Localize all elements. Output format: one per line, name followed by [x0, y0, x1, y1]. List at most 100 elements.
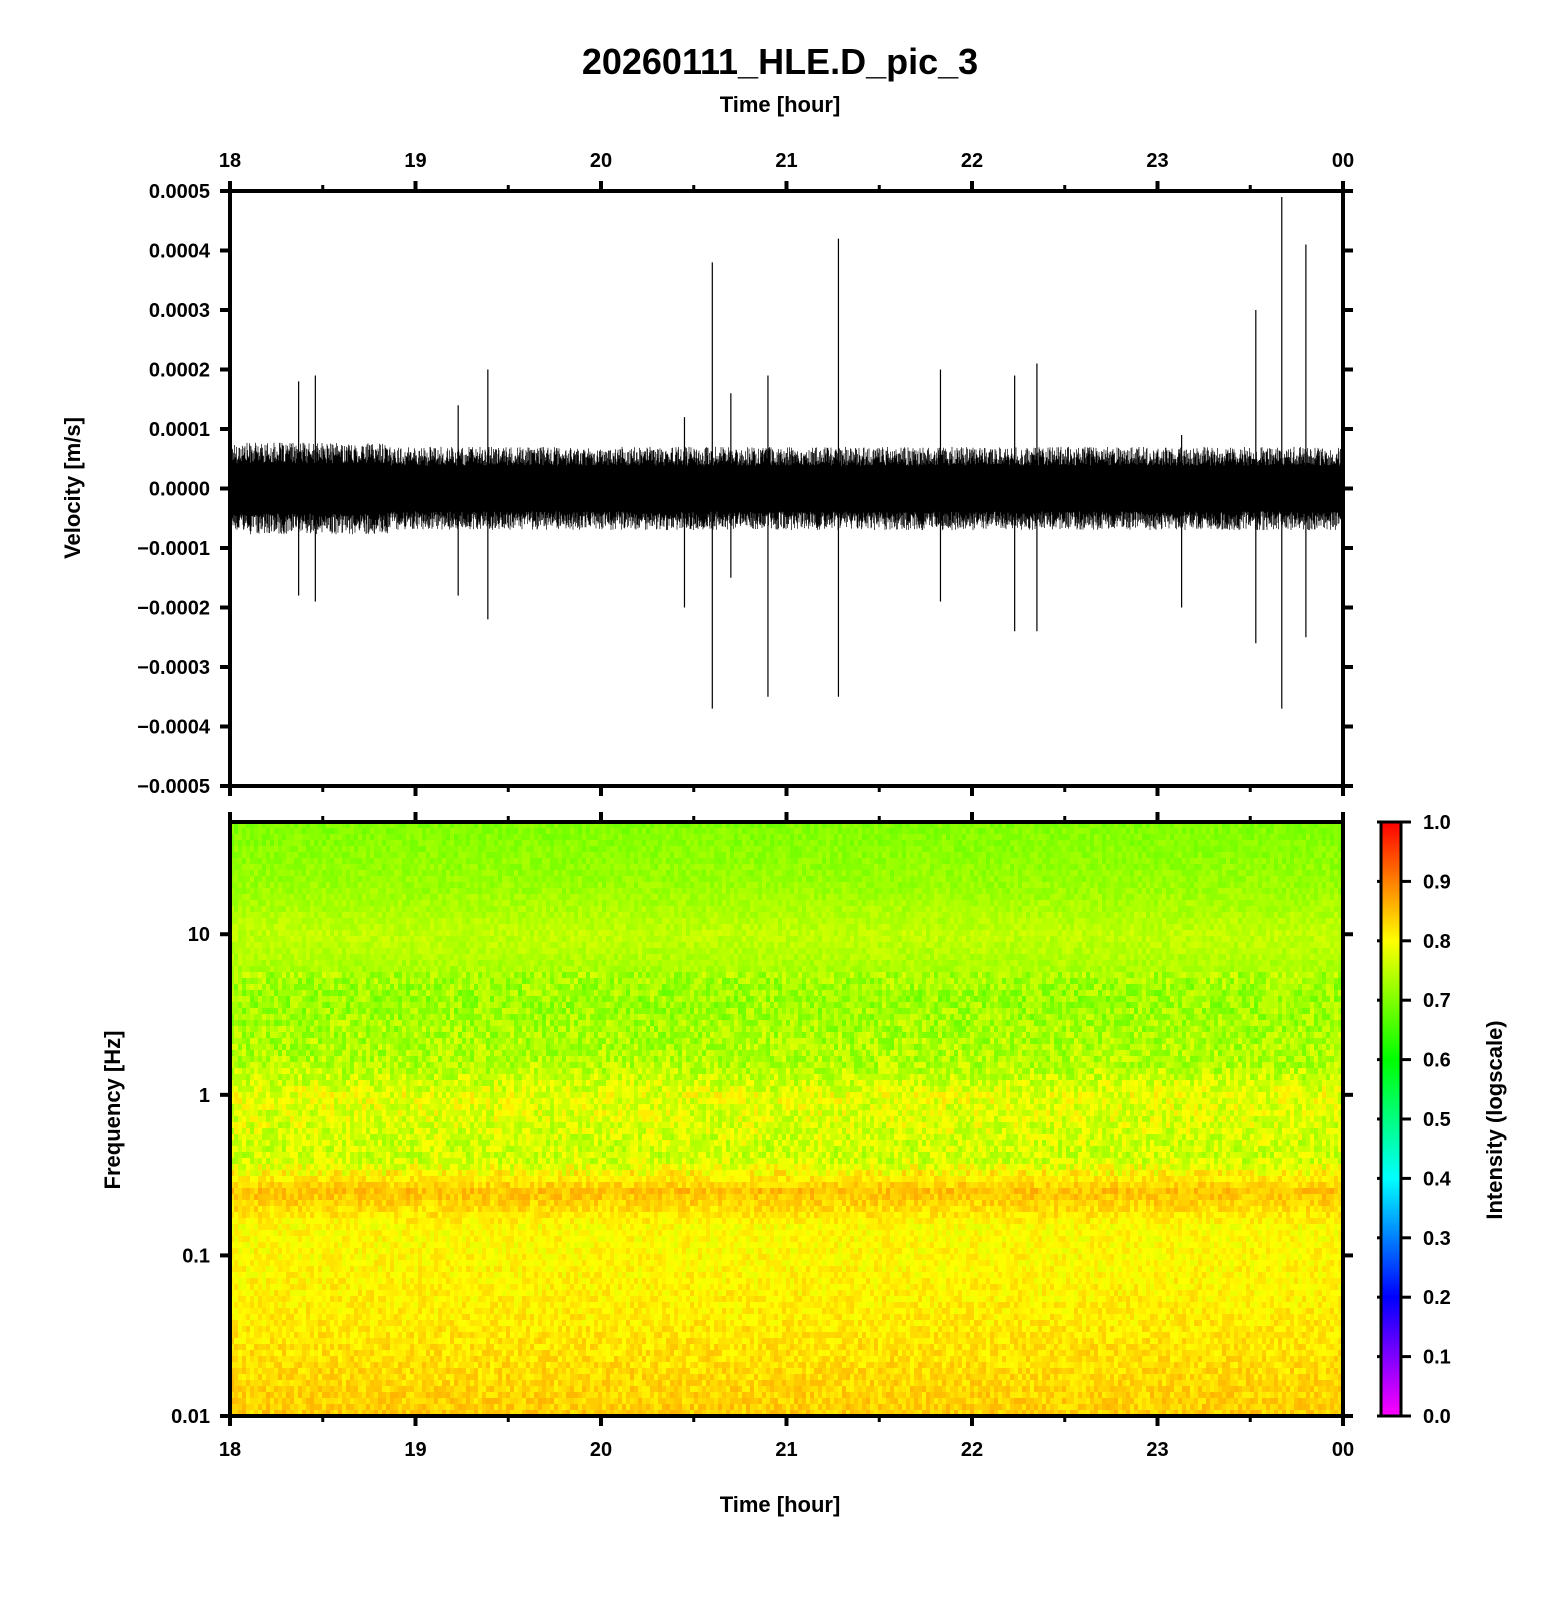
spectrogram-cell	[370, 912, 374, 918]
spectrogram-cell	[822, 900, 826, 906]
spectrogram-cell	[486, 864, 490, 870]
spectrogram-cell	[838, 900, 842, 906]
spectrogram-cell	[322, 918, 326, 924]
top-x-axis-label: Time [hour]	[720, 92, 841, 117]
spectrogram-cell	[698, 906, 702, 912]
spectrogram-cell	[1114, 828, 1118, 834]
spectrogram-cell	[494, 864, 498, 870]
spectrogram-cell	[434, 924, 438, 930]
spectrogram-cell	[970, 864, 974, 870]
spectrogram-cell	[606, 906, 610, 912]
spectrogram-cell	[970, 876, 974, 882]
spectrogram-cell	[866, 900, 870, 906]
spectrogram-cell	[1082, 894, 1086, 900]
spectrogram-cell	[750, 894, 754, 900]
spectrogram-cell	[1218, 888, 1222, 894]
spectrogram-cell	[726, 870, 730, 876]
spectrogram-cell	[330, 852, 334, 858]
spectrogram-cell	[518, 894, 522, 900]
spectrogram-cell	[1078, 894, 1082, 900]
spectrogram-cell	[1250, 894, 1254, 900]
spectrogram-cell	[1298, 870, 1302, 876]
spectrogram-cell	[322, 828, 326, 834]
spectrogram-cell	[450, 864, 454, 870]
spectrogram-cell	[1282, 834, 1286, 840]
spectrogram-cell	[766, 918, 770, 924]
spectrogram-cell	[958, 834, 962, 840]
spectrogram-cell	[758, 864, 762, 870]
spectrogram-cell	[1026, 924, 1030, 930]
spectrogram-cell	[386, 822, 390, 828]
spectrogram-cell	[1302, 876, 1306, 882]
spectrogram-cell	[1106, 876, 1110, 882]
spectrogram-cell	[722, 846, 726, 852]
spectrogram-cell	[838, 834, 842, 840]
spectrogram-cell	[1094, 864, 1098, 870]
spectrogram-cell	[870, 888, 874, 894]
spectrogram-cell	[762, 918, 766, 924]
spectrogram-cell	[642, 888, 646, 894]
spectrogram-cell	[706, 882, 710, 888]
spectrogram-cell	[1062, 834, 1066, 840]
spectrogram-cell	[1246, 876, 1250, 882]
spectrogram-cell	[602, 900, 606, 906]
spectrogram-cell	[1314, 912, 1318, 918]
spectrogram-cell	[918, 906, 922, 912]
spectrogram-cell	[578, 834, 582, 840]
spectrogram-cell	[422, 918, 426, 924]
spectrogram-cell	[550, 858, 554, 864]
spectrogram-cell	[770, 834, 774, 840]
spectrogram-cell	[910, 846, 914, 852]
spectrogram-cell	[1138, 882, 1142, 888]
spectrogram-cell	[942, 888, 946, 894]
spectrogram-cell	[1010, 906, 1014, 912]
spectrogram-cell	[594, 864, 598, 870]
spectrogram-cell	[1022, 846, 1026, 852]
spectrogram-cell	[602, 834, 606, 840]
spectrogram-cell	[690, 912, 694, 918]
spectrogram-cell	[1138, 828, 1142, 834]
spectrogram-cell	[938, 906, 942, 912]
spectrogram-cell	[370, 876, 374, 882]
spectrogram-cell	[1090, 834, 1094, 840]
spectrogram-cell	[734, 846, 738, 852]
spectrogram-cell	[558, 882, 562, 888]
spectrogram-cell	[678, 894, 682, 900]
spectrogram-cell	[734, 840, 738, 846]
spectrogram-cell	[1266, 870, 1270, 876]
spectrogram-cell	[1182, 864, 1186, 870]
spectrogram-cell	[782, 858, 786, 864]
spectrogram-cell	[1222, 846, 1226, 852]
spectrogram-cell	[998, 858, 1002, 864]
spectrogram-cell	[618, 924, 622, 930]
spectrogram-cell	[1114, 876, 1118, 882]
spectrogram-cell	[406, 894, 410, 900]
spectrogram-cell	[666, 876, 670, 882]
spectrogram-cell	[874, 882, 878, 888]
spectrogram-cell	[654, 828, 658, 834]
spectrogram-cell	[1062, 858, 1066, 864]
spectrogram-cell	[1150, 912, 1154, 918]
spectrogram-cell	[842, 828, 846, 834]
spectrogram-cell	[926, 822, 930, 828]
spectrogram-cell	[290, 888, 294, 894]
spectrogram-cell	[1142, 882, 1146, 888]
spectrogram-cell	[530, 912, 534, 918]
spectrogram-cell	[1070, 888, 1074, 894]
spectrogram-cell	[942, 828, 946, 834]
spectrogram-cell	[522, 840, 526, 846]
spectrogram-cell	[682, 876, 686, 882]
spectrogram-cell	[1026, 846, 1030, 852]
spectrogram-cell	[638, 882, 642, 888]
spectrogram-cell	[874, 870, 878, 876]
spectrogram-cell	[246, 822, 250, 828]
spectrogram-cell	[1006, 882, 1010, 888]
spectrogram-cell	[774, 858, 778, 864]
spectrogram-cell	[486, 876, 490, 882]
spectrogram-cell	[342, 852, 346, 858]
spectrogram-cell	[1170, 840, 1174, 846]
spectrogram-cell	[1334, 918, 1338, 924]
spectrogram-cell	[1278, 852, 1282, 858]
spectrogram-cell	[1310, 882, 1314, 888]
spectrogram-cell	[618, 852, 622, 858]
